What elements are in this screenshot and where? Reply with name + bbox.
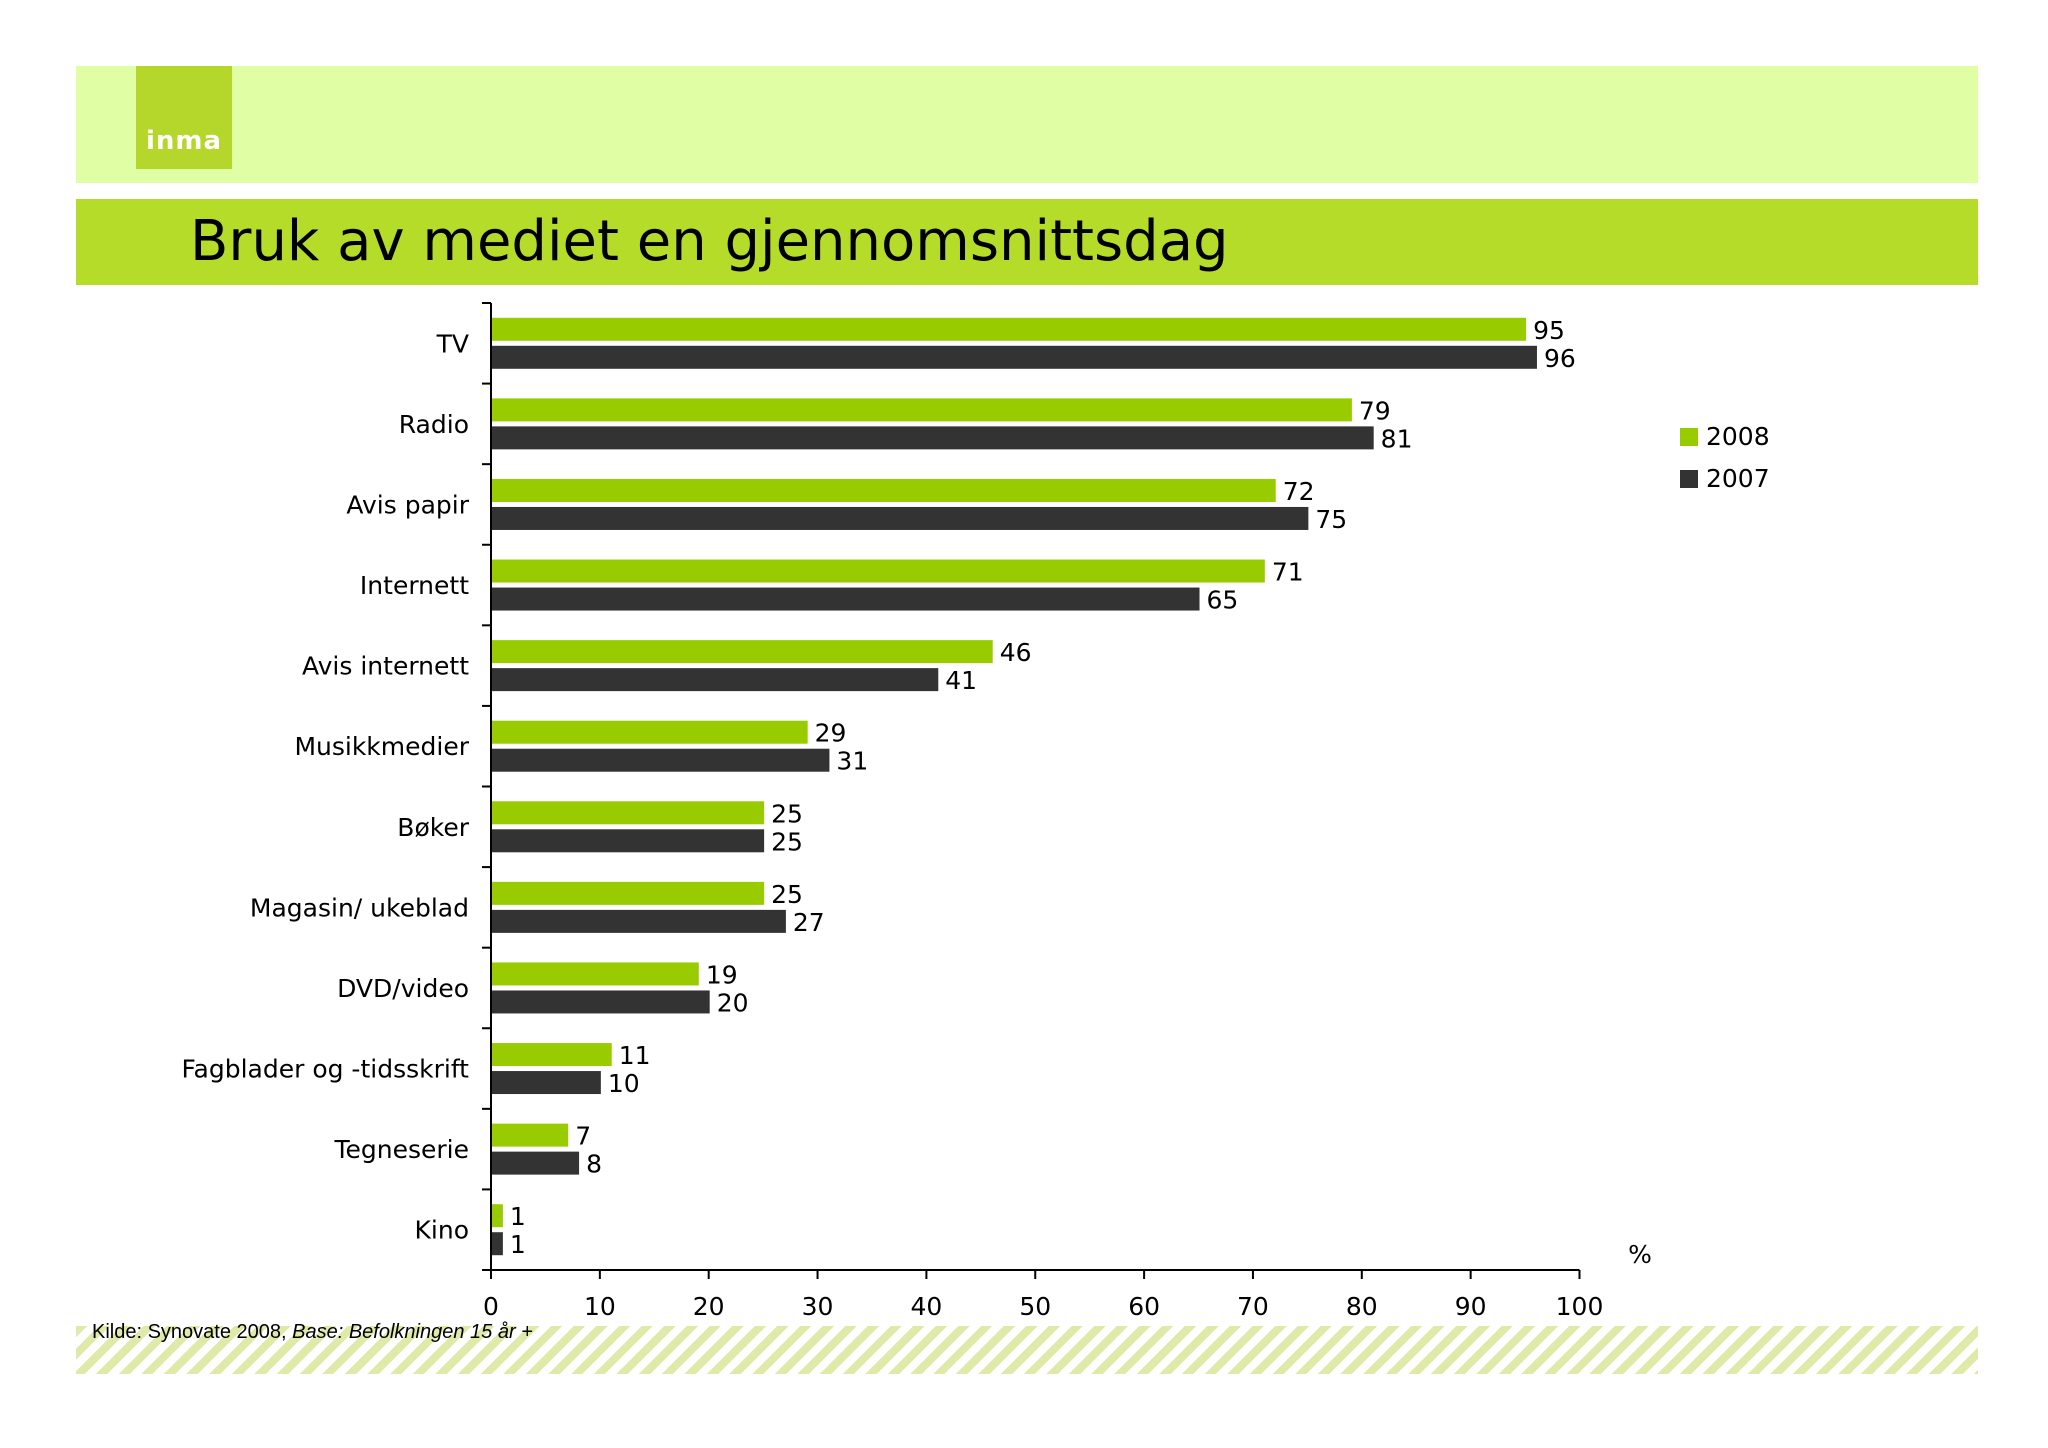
bar-2007 xyxy=(492,587,1200,611)
data-label-2008: 11 xyxy=(619,1041,651,1070)
data-label-2008: 72 xyxy=(1283,477,1315,506)
category-label: Fagblader og -tidsskrift xyxy=(181,1055,469,1084)
bar-2007 xyxy=(492,748,830,772)
legend-swatch-2008 xyxy=(1680,428,1698,446)
page-title: Bruk av mediet en gjennomsnittsdag xyxy=(190,209,1229,274)
data-label-2007: 75 xyxy=(1315,505,1347,534)
category-label: Tegneserie xyxy=(333,1135,469,1164)
legend-label-2008: 2008 xyxy=(1706,422,1770,451)
bar-2008 xyxy=(492,398,1352,422)
header-band xyxy=(76,66,1978,183)
data-label-2007: 10 xyxy=(608,1069,640,1098)
legend-label-2007: 2007 xyxy=(1706,464,1770,493)
x-tick-label: 20 xyxy=(693,1292,725,1321)
data-label-2008: 95 xyxy=(1533,316,1565,345)
bar-2008 xyxy=(492,881,765,905)
category-label: Avis papir xyxy=(346,490,469,519)
bar-2008 xyxy=(492,317,1527,341)
bar-2008 xyxy=(492,1204,503,1228)
data-label-2008: 1 xyxy=(510,1202,526,1231)
data-label-2008: 71 xyxy=(1272,558,1304,587)
title-band: Bruk av mediet en gjennomsnittsdag xyxy=(76,199,1978,285)
category-label: Musikkmedier xyxy=(294,732,469,761)
bar-2008 xyxy=(492,640,993,664)
bar-2007 xyxy=(492,345,1537,369)
data-label-2007: 96 xyxy=(1544,344,1576,373)
footer-band xyxy=(76,1326,1978,1374)
data-label-2008: 19 xyxy=(706,960,738,989)
bar-2007 xyxy=(492,1151,580,1175)
bar-2007 xyxy=(492,829,765,853)
x-tick-label: 90 xyxy=(1455,1292,1487,1321)
bar-2008 xyxy=(492,962,699,986)
data-label-2008: 25 xyxy=(771,799,803,828)
legend-swatch-2007 xyxy=(1680,470,1698,488)
data-label-2007: 41 xyxy=(945,666,977,695)
bar-2007 xyxy=(492,426,1374,450)
x-tick-label: 0 xyxy=(483,1292,499,1321)
source-label: Kilde: Synovate 2008, xyxy=(92,1321,293,1343)
source-note: Kilde: Synovate 2008, Base: Befolkningen… xyxy=(92,1321,533,1344)
data-label-2008: 29 xyxy=(815,719,847,748)
base-label: Base: Befolkningen 15 år + xyxy=(292,1321,533,1343)
x-tick-label: 30 xyxy=(802,1292,834,1321)
x-unit-label: % xyxy=(1628,1240,1652,1269)
data-label-2007: 25 xyxy=(771,827,803,856)
bar-2008 xyxy=(492,801,765,825)
data-label-2007: 1 xyxy=(510,1230,526,1259)
bar-2008 xyxy=(492,720,808,744)
category-label: Radio xyxy=(399,410,469,439)
x-tick-label: 70 xyxy=(1237,1292,1269,1321)
category-label: Magasin/ ukeblad xyxy=(250,893,469,922)
x-tick-label: 40 xyxy=(910,1292,942,1321)
data-label-2008: 25 xyxy=(771,880,803,909)
inma-logo: inma xyxy=(136,66,232,169)
bar-2007 xyxy=(492,668,939,692)
data-label-2007: 27 xyxy=(793,908,825,937)
bar-2007 xyxy=(492,1071,601,1095)
data-label-2008: 7 xyxy=(575,1122,591,1151)
category-label: Avis internett xyxy=(302,652,469,681)
category-label: Kino xyxy=(415,1216,469,1245)
bar-2008 xyxy=(492,478,1276,502)
data-label-2007: 81 xyxy=(1381,424,1413,453)
bar-2008 xyxy=(492,1043,612,1067)
category-label: Internett xyxy=(360,571,469,600)
x-tick-label: 80 xyxy=(1346,1292,1378,1321)
bar-2008 xyxy=(492,559,1265,583)
data-label-2007: 8 xyxy=(586,1150,602,1179)
category-label: TV xyxy=(436,329,469,358)
data-label-2008: 46 xyxy=(1000,638,1032,667)
x-tick-label: 10 xyxy=(584,1292,616,1321)
data-label-2008: 79 xyxy=(1359,396,1391,425)
bar-2008 xyxy=(492,1123,569,1147)
bar-2007 xyxy=(492,1232,503,1256)
category-label: Bøker xyxy=(397,813,469,842)
x-tick-label: 50 xyxy=(1019,1292,1051,1321)
data-label-2007: 65 xyxy=(1207,586,1239,615)
bar-2007 xyxy=(492,506,1309,530)
category-label: DVD/video xyxy=(337,974,469,1003)
logo-text: inma xyxy=(145,126,223,156)
x-tick-label: 60 xyxy=(1128,1292,1160,1321)
bar-2007 xyxy=(492,990,710,1014)
x-tick-label: 100 xyxy=(1556,1292,1604,1321)
data-label-2007: 20 xyxy=(717,988,749,1017)
data-label-2007: 31 xyxy=(836,747,868,776)
bar-2007 xyxy=(492,909,786,933)
